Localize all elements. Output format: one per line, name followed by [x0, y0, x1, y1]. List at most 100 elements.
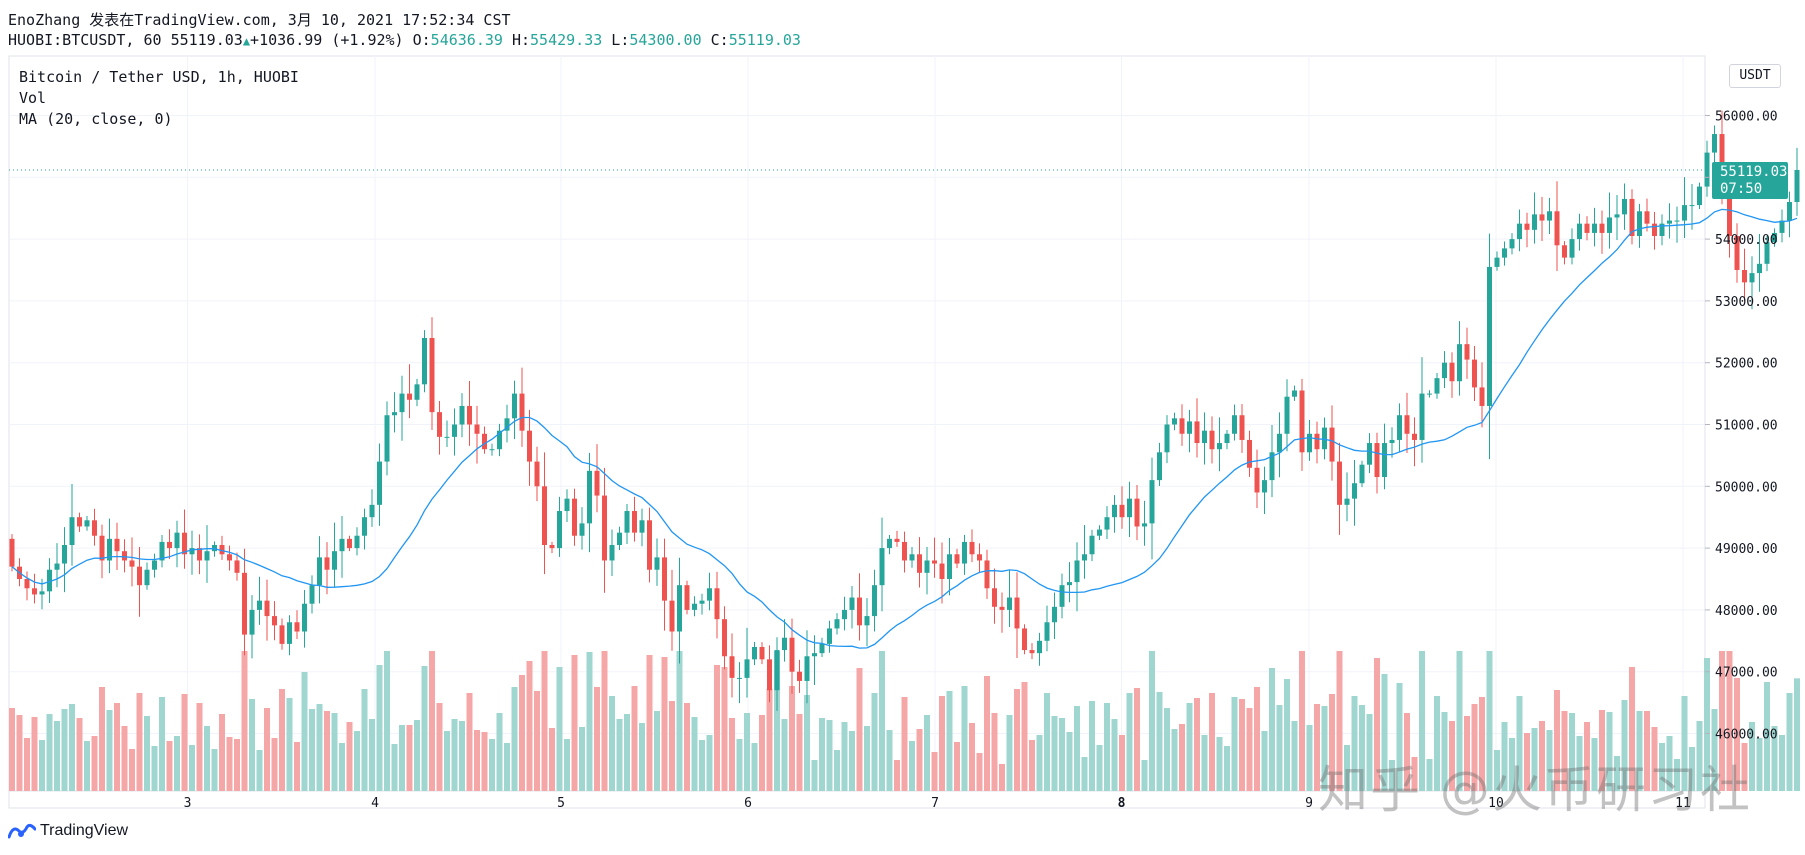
volume-bar [1584, 722, 1590, 791]
candle-body [272, 616, 277, 626]
volume-bar [76, 718, 83, 791]
volume-bar [1246, 708, 1253, 791]
candle-body [609, 545, 615, 561]
candle-body [1689, 205, 1695, 207]
candle-body [662, 557, 667, 601]
volume-bar [699, 740, 705, 791]
currency-unit-button[interactable]: USDT [1729, 64, 1781, 88]
candle-body [782, 637, 787, 651]
open-value: 54636.39 [430, 31, 503, 49]
candle-body [947, 554, 952, 579]
candle-body [1667, 220, 1672, 224]
x-tick-label: 4 [371, 796, 379, 811]
volume-bar [1186, 703, 1193, 791]
candle-body [227, 554, 232, 561]
volume-bar [1081, 757, 1088, 791]
volume-bar [1209, 693, 1215, 791]
volume-bar [1576, 736, 1583, 791]
candle-body [1449, 362, 1455, 382]
volume-bar [1201, 735, 1208, 791]
candle-body [804, 656, 810, 681]
high-value: 55429.33 [530, 31, 603, 49]
volume-bar [564, 739, 570, 791]
volume-bar [279, 689, 285, 791]
volume-bar [1479, 697, 1485, 791]
volume-bar [879, 651, 885, 791]
volume-bar [819, 718, 825, 791]
candle-body [542, 486, 547, 546]
volume-bar [1374, 658, 1380, 791]
y-tick-label: 47000.00 [1715, 666, 1778, 681]
candle-body [24, 579, 30, 589]
volume-bar [361, 689, 368, 791]
volume-bar [369, 719, 375, 791]
volume-bar [1764, 682, 1770, 791]
volume-bar [189, 745, 195, 791]
candle-body [1044, 622, 1050, 641]
symbol-label[interactable]: HUOBI:BTCUSDT, 60 [8, 31, 162, 49]
volume-bar [1059, 718, 1065, 791]
candle-body [1119, 504, 1125, 518]
volume-bar [931, 752, 938, 791]
candle-body [347, 538, 352, 549]
volume-bar [526, 661, 533, 791]
candle-body [909, 554, 915, 561]
volume-bar [204, 726, 210, 791]
candle-body [819, 643, 825, 654]
candle-body [384, 415, 390, 462]
candle-body [1404, 415, 1410, 434]
candle-body [1607, 217, 1612, 233]
tradingview-logo[interactable]: TradingView [8, 822, 128, 840]
candle-body [1562, 245, 1567, 258]
candle-body [984, 560, 990, 589]
candle-body [1434, 378, 1440, 394]
candle-body [1232, 415, 1237, 434]
candle-body [1329, 427, 1335, 462]
volume-bar [1044, 693, 1050, 791]
candle-body [399, 393, 405, 413]
candle-body [497, 430, 502, 450]
candle-body [1082, 554, 1087, 561]
volume-bar [1239, 699, 1245, 791]
volume-bar [1269, 668, 1275, 791]
candle-body [1074, 560, 1080, 583]
volume-bar [781, 719, 788, 791]
x-tick-label: 9 [1305, 796, 1313, 811]
candle-body [1359, 464, 1365, 484]
candle-body [729, 656, 735, 678]
volume-bar [1591, 738, 1598, 791]
candle-body [557, 511, 562, 549]
brand-name: TradingView [40, 822, 129, 839]
volume-bar [249, 699, 255, 791]
volume-bar [654, 711, 660, 791]
candle-body [369, 504, 375, 518]
volume-bar [54, 721, 60, 791]
candle-body [1764, 242, 1770, 264]
candle-body [774, 650, 780, 691]
legend-title[interactable]: Bitcoin / Tether USD, 1h, HUOBI [19, 68, 299, 86]
candle-body [797, 671, 802, 681]
candle-body [302, 603, 307, 632]
volume-bar [571, 655, 578, 791]
y-tick-label: 50000.00 [1715, 480, 1778, 495]
candle-body [1457, 344, 1462, 382]
volume-bar [481, 732, 488, 791]
candle-body [939, 563, 945, 579]
candle-body [1067, 582, 1072, 586]
candle-body [504, 418, 510, 431]
volume-bar [324, 711, 330, 791]
candle-body [77, 517, 82, 527]
legend-volume[interactable]: Vol [19, 89, 47, 107]
volume-bar [294, 742, 300, 791]
candle-body [324, 557, 330, 570]
volume-bar [1396, 683, 1403, 791]
candle-body [834, 619, 840, 629]
candle-body [692, 603, 697, 610]
candle-body [182, 532, 187, 555]
candle-body [122, 551, 127, 561]
legend-ma[interactable]: MA (20, close, 0) [19, 110, 173, 128]
candle-body [1487, 266, 1492, 406]
candle-body [1427, 393, 1432, 395]
current-price-label: 55119.03 07:50 [1712, 162, 1788, 199]
